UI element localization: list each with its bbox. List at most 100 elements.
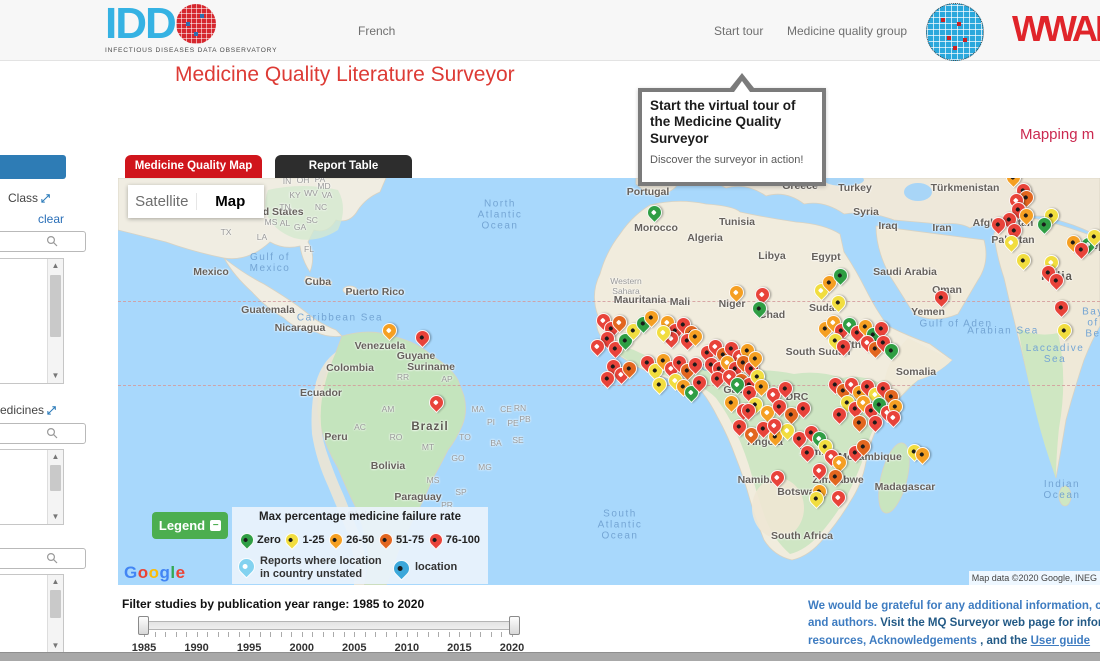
page-title: Medicine Quality Literature Surveyor <box>175 63 515 87</box>
slider-tick <box>270 632 271 637</box>
map-button[interactable]: Map <box>196 193 265 210</box>
year-filter-label: Filter studies by publication year range… <box>122 597 424 611</box>
legend-item-51-75: 51-75 <box>379 533 424 547</box>
third-listbox[interactable]: ne ne-Zidovud ▲ ▼ <box>0 574 64 654</box>
slider-tick <box>396 632 397 637</box>
slider-tick <box>281 632 282 637</box>
slider-tick <box>470 632 471 637</box>
year-range-slider-track[interactable] <box>140 621 520 630</box>
clear-link[interactable]: clear <box>38 212 64 226</box>
class-search-input[interactable] <box>0 231 86 252</box>
stated-location-pin-icon <box>389 556 413 580</box>
legend-item-1-25: 1-25 <box>285 533 324 547</box>
satellite-button[interactable]: Satellite <box>128 193 196 210</box>
orange-pin-icon <box>326 530 346 550</box>
start-tour-link[interactable]: Start tour <box>714 24 763 38</box>
legend-title: Max percentage medicine failure rate <box>238 511 482 523</box>
legend-stated-label: location <box>415 561 457 573</box>
medicines-search-input[interactable] <box>0 423 86 444</box>
tab-medicine-quality-map[interactable]: Medicine Quality Map <box>125 155 262 178</box>
slider-tick <box>333 632 334 637</box>
slider-tick <box>176 632 177 637</box>
mapping-ticker-text: Mapping m <box>1020 126 1094 143</box>
slider-tick <box>302 632 303 637</box>
slider-tick <box>197 632 198 637</box>
slider-tick <box>449 632 450 637</box>
slider-tick <box>354 632 355 637</box>
legend-location-row: Reports where location in country unstat… <box>238 555 482 580</box>
tooltip-body: Discover the surveyor in action! <box>650 153 814 167</box>
slider-tick <box>438 632 439 637</box>
unstated-location-pin-icon <box>234 554 258 578</box>
class-listbox-scrollbar[interactable]: ▲ ▼ <box>47 259 63 383</box>
expand-class-icon[interactable]: ⤢ <box>41 193 50 205</box>
slider-handle-max[interactable] <box>509 616 520 635</box>
slider-tick <box>239 632 240 637</box>
language-link[interactable]: French <box>358 24 395 38</box>
class-filter-label: Class⤢ <box>8 191 50 206</box>
scroll-up-icon[interactable]: ▲ <box>48 259 63 273</box>
legend-toggle-button[interactable]: Legend − <box>152 512 228 539</box>
slider-tick <box>407 632 408 637</box>
slider-tick <box>249 632 250 637</box>
third-search-input[interactable] <box>0 548 86 569</box>
google-logo[interactable]: Google <box>124 563 186 583</box>
wwarn-wordmark[interactable]: WWARN <box>1012 8 1100 50</box>
header-bar: IDD INFECTIOUS DISEASES DATA OBSERVATORY… <box>0 0 1100 61</box>
slider-tick <box>186 632 187 637</box>
tab-report-table[interactable]: Report Table <box>275 155 412 178</box>
medicines-filter-label: edicines⤢ <box>0 403 56 418</box>
sidebar-apply-button[interactable] <box>0 155 66 179</box>
slider-tick <box>207 632 208 637</box>
medicines-listbox-scrollbar[interactable]: ▲ ▼ <box>47 450 63 524</box>
map-attribution: Map data ©2020 Google, INEG <box>969 571 1100 585</box>
expand-medicines-icon[interactable]: ⤢ <box>47 405 56 417</box>
scroll-down-icon[interactable]: ▼ <box>48 369 63 383</box>
slider-handle-min[interactable] <box>138 616 149 635</box>
slider-tick <box>312 632 313 637</box>
legend-panel: Max percentage medicine failure rate Zer… <box>232 507 488 584</box>
medicines-listbox[interactable]: paminergic tozoal ▲ ▼ <box>0 449 64 525</box>
wwarn-globe-icon[interactable] <box>926 3 984 61</box>
slider-tick <box>291 632 292 637</box>
scroll-up-icon[interactable]: ▲ <box>48 575 63 589</box>
class-listbox[interactable]: ▲ ▼ <box>0 258 64 384</box>
iddo-logo[interactable]: IDD INFECTIOUS DISEASES DATA OBSERVATORY <box>105 2 275 54</box>
feedback-note: We would be grateful for any additional … <box>808 598 1100 650</box>
slider-tick <box>428 632 429 637</box>
slider-tick <box>459 632 460 637</box>
user-guide-link[interactable]: User guide <box>1031 635 1090 647</box>
iddo-caption: INFECTIOUS DISEASES DATA OBSERVATORY <box>105 47 275 54</box>
map-type-control: Satellite Map <box>128 185 264 218</box>
legend-item-Zero: Zero <box>240 533 281 547</box>
slider-ticks <box>140 632 518 638</box>
red-pin-icon <box>426 530 446 550</box>
slider-tick <box>228 632 229 637</box>
legend-unstated-label: Reports where location in country unstat… <box>260 555 388 580</box>
third-listbox-scrollbar[interactable]: ▲ ▼ <box>47 575 63 653</box>
collapse-icon: − <box>210 520 221 531</box>
scroll-down-icon[interactable]: ▼ <box>48 510 63 524</box>
medicine-quality-group-link[interactable]: Medicine quality group <box>787 24 907 38</box>
slider-tick <box>218 632 219 637</box>
slider-tick <box>386 632 387 637</box>
year-to-value: 2020 <box>397 597 424 611</box>
darkorange-pin-icon <box>376 530 396 550</box>
iddo-wordmark: IDD <box>105 2 275 46</box>
iddo-globe-icon <box>176 4 216 44</box>
tour-tooltip[interactable]: Start the virtual tour of the Medicine Q… <box>638 88 826 186</box>
slider-tick <box>344 632 345 637</box>
slider-tick <box>323 632 324 637</box>
tropic-of-cancer-line <box>118 301 1100 302</box>
green-pin-icon <box>237 530 257 550</box>
slider-tick <box>491 632 492 637</box>
slider-tick <box>417 632 418 637</box>
scroll-up-icon[interactable]: ▲ <box>48 450 63 464</box>
slider-tick <box>260 632 261 637</box>
slider-tick <box>375 632 376 637</box>
slider-tick <box>501 632 502 637</box>
slider-tick <box>365 632 366 637</box>
scroll-down-icon[interactable]: ▼ <box>48 639 63 653</box>
